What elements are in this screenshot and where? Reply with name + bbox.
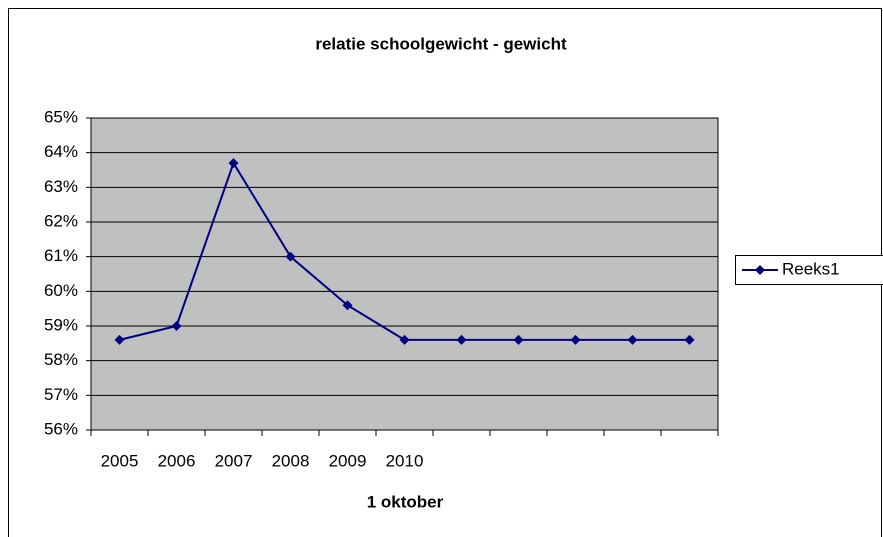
data-point: [342, 300, 353, 311]
y-tick-label: 58%: [44, 350, 78, 369]
data-point: [684, 334, 695, 345]
x-tick-label: 2007: [215, 451, 253, 470]
data-point: [285, 251, 296, 262]
plot-area: [91, 118, 718, 430]
y-tick-label: 62%: [44, 211, 78, 230]
data-point: [570, 334, 581, 345]
x-tick-label: 2010: [386, 451, 424, 470]
x-tick-label: 2009: [329, 451, 367, 470]
plot-border: [90, 117, 719, 431]
y-tick-label: 56%: [44, 419, 78, 438]
y-tick-label: 64%: [44, 142, 78, 161]
data-point: [456, 334, 467, 345]
x-axis-title: 1 oktober: [367, 492, 444, 511]
x-tick-label: 2006: [158, 451, 196, 470]
data-point: [627, 334, 638, 345]
y-tick-label: 65%: [44, 107, 78, 126]
data-point: [114, 334, 125, 345]
data-point: [171, 321, 182, 331]
x-tick-label: 2008: [272, 451, 310, 470]
y-tick-label: 59%: [44, 315, 78, 334]
legend-label: Reeks1: [782, 259, 840, 278]
data-point: [513, 334, 524, 345]
y-tick-label: 63%: [44, 177, 78, 196]
legend-marker: [755, 265, 765, 275]
data-point: [399, 334, 410, 345]
y-tick-label: 61%: [44, 246, 78, 265]
y-tick-label: 60%: [44, 281, 78, 300]
x-tick-label: 2005: [101, 451, 139, 470]
chart-title: relatie schoolgewicht - gewicht: [315, 34, 567, 53]
y-tick-label: 57%: [44, 385, 78, 404]
data-point: [228, 158, 239, 169]
